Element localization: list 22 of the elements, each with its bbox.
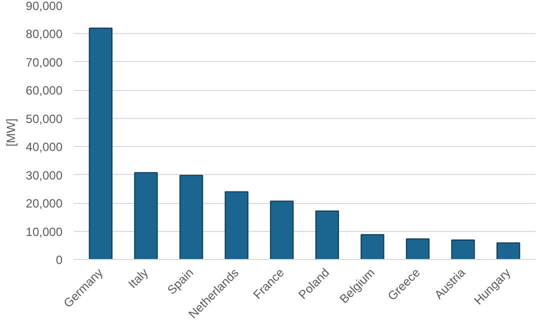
y-tick-label: 70,000 xyxy=(26,55,63,70)
x-tick-label: Italy xyxy=(125,266,151,292)
y-tick-label: 0 xyxy=(56,253,63,267)
y-tick-label: 80,000 xyxy=(26,27,63,42)
y-tick-label: 90,000 xyxy=(26,0,63,13)
bar xyxy=(406,238,430,260)
y-axis-title: [MW] xyxy=(4,118,18,146)
bar xyxy=(496,242,520,260)
bar xyxy=(179,174,204,260)
y-tick-label: 20,000 xyxy=(26,196,63,211)
y-tick-label: 30,000 xyxy=(26,168,63,182)
bar xyxy=(270,200,294,260)
y-tick-label: 60,000 xyxy=(26,84,63,98)
bar xyxy=(134,172,158,260)
y-tick-label: 40,000 xyxy=(26,140,63,154)
bar xyxy=(451,240,475,260)
bar xyxy=(315,210,339,260)
y-tick-label: 50,000 xyxy=(26,112,63,126)
bar xyxy=(224,191,248,260)
bar xyxy=(360,234,384,260)
bar xyxy=(88,28,112,260)
y-tick-label: 10,000 xyxy=(26,224,63,239)
